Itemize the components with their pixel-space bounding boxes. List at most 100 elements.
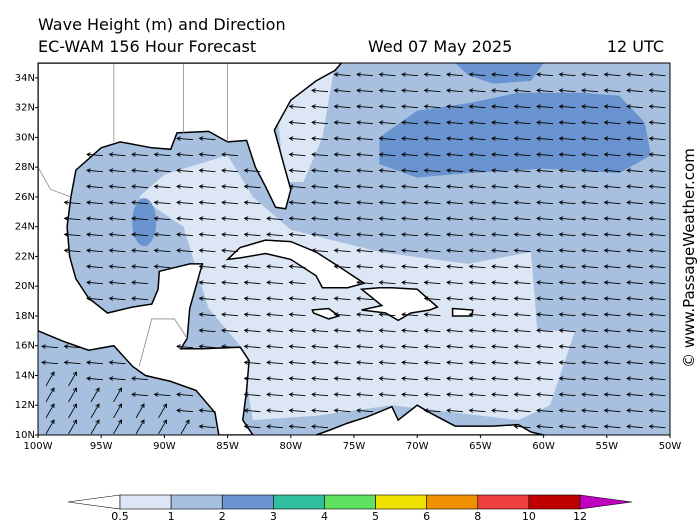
axis-labels: 34N 32N 30N 28N 26N 24N 22N 20N 18N 16N 14N 12N 10N1… (15, 73, 682, 452)
direction-arrow (131, 376, 149, 381)
direction-arrow (536, 312, 554, 317)
direction-arrow (311, 248, 329, 253)
direction-arrow (423, 200, 441, 205)
direction-arrow (423, 312, 441, 317)
direction-arrow (513, 88, 531, 93)
lon-label: 60W (532, 441, 555, 452)
direction-arrow (333, 328, 351, 333)
direction-arrow (648, 264, 666, 269)
direction-arrow (131, 248, 149, 253)
direction-arrow (468, 408, 486, 413)
direction-arrow (221, 168, 239, 173)
direction-arrow (86, 200, 104, 205)
direction-arrow (536, 248, 554, 253)
direction-arrow (491, 136, 509, 141)
direction-arrow (446, 104, 464, 109)
direction-arrow (468, 216, 486, 221)
direction-arrow (491, 360, 509, 365)
direction-arrow (603, 280, 621, 285)
direction-arrow (333, 152, 351, 157)
direction-arrow (491, 216, 509, 221)
direction-arrow (581, 312, 599, 317)
lon-label: 75W (343, 441, 366, 452)
direction-arrow (288, 360, 306, 365)
direction-arrow (648, 248, 666, 253)
direction-arrow (288, 280, 306, 285)
direction-arrow (558, 392, 576, 397)
direction-arrow (558, 232, 576, 237)
direction-arrow (468, 248, 486, 253)
direction-arrow (468, 120, 486, 125)
direction-arrow (198, 184, 216, 189)
colorbar: 0.5 1 2 3 4 5 6 8 10 12 (67, 494, 633, 523)
direction-arrow (378, 120, 396, 125)
direction-arrow (86, 152, 104, 157)
direction-arrow (513, 392, 531, 397)
direction-arrow (581, 264, 599, 269)
direction-arrow (423, 392, 441, 397)
direction-arrow (423, 136, 441, 141)
direction-arrow (378, 104, 396, 109)
lat-label: 18N (15, 311, 35, 322)
direction-arrow (288, 200, 306, 205)
direction-arrow (513, 168, 531, 173)
direction-arrow (198, 248, 216, 253)
direction-arrow (333, 312, 351, 317)
lon-label: 70W (406, 441, 429, 452)
direction-arrow (288, 136, 306, 141)
direction-arrow (491, 72, 509, 77)
lat-label: 22N (15, 251, 35, 262)
direction-arrow (626, 152, 644, 157)
direction-arrow (603, 264, 621, 269)
direction-arrow (266, 376, 284, 381)
direction-arrow (243, 312, 261, 317)
direction-arrow (86, 184, 104, 189)
colorbar-label: 4 (321, 510, 328, 523)
direction-arrow (513, 120, 531, 125)
direction-arrow (536, 152, 554, 157)
direction-arrow (108, 168, 126, 173)
date: Wed 07 May 2025 (368, 37, 512, 56)
direction-arrow (513, 360, 531, 365)
direction-arrow (446, 232, 464, 237)
direction-arrow (198, 136, 216, 141)
direction-arrow (333, 296, 351, 301)
lon-label: 55W (595, 441, 618, 452)
direction-arrow (603, 152, 621, 157)
direction-arrow (581, 200, 599, 205)
direction-arrow (513, 296, 531, 301)
direction-arrow (68, 403, 77, 419)
border (138, 318, 188, 367)
direction-arrow (356, 72, 374, 77)
direction-arrow (86, 216, 104, 221)
direction-arrow (491, 328, 509, 333)
direction-arrow (311, 200, 329, 205)
direction-arrow (401, 200, 419, 205)
direction-arrow (356, 88, 374, 93)
direction-arrow (90, 403, 100, 419)
direction-arrow (356, 344, 374, 349)
direction-arrow (468, 200, 486, 205)
direction-arrow (581, 408, 599, 413)
direction-arrow (491, 248, 509, 253)
direction-arrow (333, 360, 351, 365)
direction-arrow (423, 216, 441, 221)
direction-arrow (491, 232, 509, 237)
direction-arrow (131, 184, 149, 189)
direction-arrow (626, 328, 644, 333)
direction-arrow (536, 120, 554, 125)
direction-arrow (378, 392, 396, 397)
colorbar-label: 1 (168, 510, 175, 523)
direction-arrow (221, 312, 239, 317)
direction-arrow (41, 344, 59, 349)
direction-arrow (176, 200, 194, 205)
direction-arrow (626, 392, 644, 397)
direction-arrow (401, 72, 419, 77)
direction-arrow (536, 376, 554, 381)
direction-arrow (558, 200, 576, 205)
direction-arrow (333, 168, 351, 173)
direction-arrow (626, 296, 644, 301)
direction-arrow (221, 200, 239, 205)
direction-arrow (135, 419, 145, 435)
